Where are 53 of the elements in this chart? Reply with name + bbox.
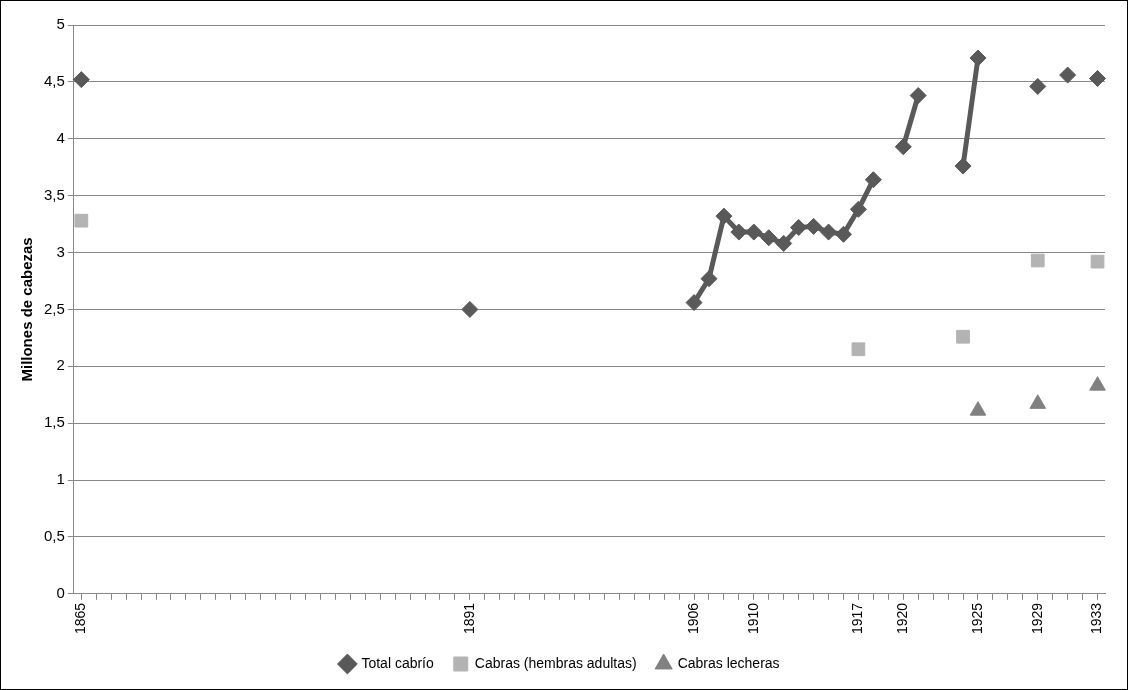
y-tick-label: 5 [56,15,65,33]
y-tick-label: 3 [56,242,65,260]
y-tick-label: 0,5 [43,527,65,545]
x-tick-label: 1933 [1088,602,1105,635]
point [834,225,852,243]
point [745,223,763,241]
point [1030,253,1045,268]
point [851,342,866,357]
point [1089,69,1107,87]
point [956,329,970,344]
point [1090,254,1105,269]
point [685,294,703,312]
point [969,401,987,416]
y-tick-label: 1,5 [43,413,65,431]
point [72,71,90,89]
point [894,138,912,156]
y-tick-label: 4 [56,128,65,146]
y-tick-label: 0 [56,584,65,601]
x-tick-label: 1920 [894,602,911,635]
legend-label: Cabras (hembras adultas) [474,654,637,671]
point [954,157,972,175]
y-tick-label: 2,5 [43,299,65,317]
point [820,223,838,241]
y-tick-label: 2 [56,356,65,374]
point [775,234,793,252]
y-tick-label: 4,5 [43,72,65,90]
x-tick-label: 1925 [968,602,985,635]
x-tick-label: 1910 [744,602,761,635]
point [969,49,987,67]
point [760,229,778,247]
point [715,207,733,225]
point [1059,66,1077,84]
y-axis-title: Millones de cabezas [18,237,36,382]
x-tick-label: 1865 [72,602,89,635]
point [790,219,808,237]
point [74,213,89,228]
point [1029,394,1047,409]
point [849,200,867,218]
point [805,217,823,235]
legend-label: Total cabrío [361,654,435,671]
x-tick-label: 1929 [1028,602,1045,635]
point [461,300,479,318]
point [909,87,927,105]
x-tick-label: 1891 [460,602,477,635]
x-tick-label: 1917 [849,602,866,635]
point [1029,77,1047,95]
legend-label: Cabras lecheras [677,654,780,671]
point [700,270,718,288]
y-tick-label: 3,5 [43,185,65,203]
y-tick-label: 1 [56,470,65,488]
point [864,171,882,189]
x-tick-label: 1906 [684,602,701,635]
point [1089,376,1106,391]
